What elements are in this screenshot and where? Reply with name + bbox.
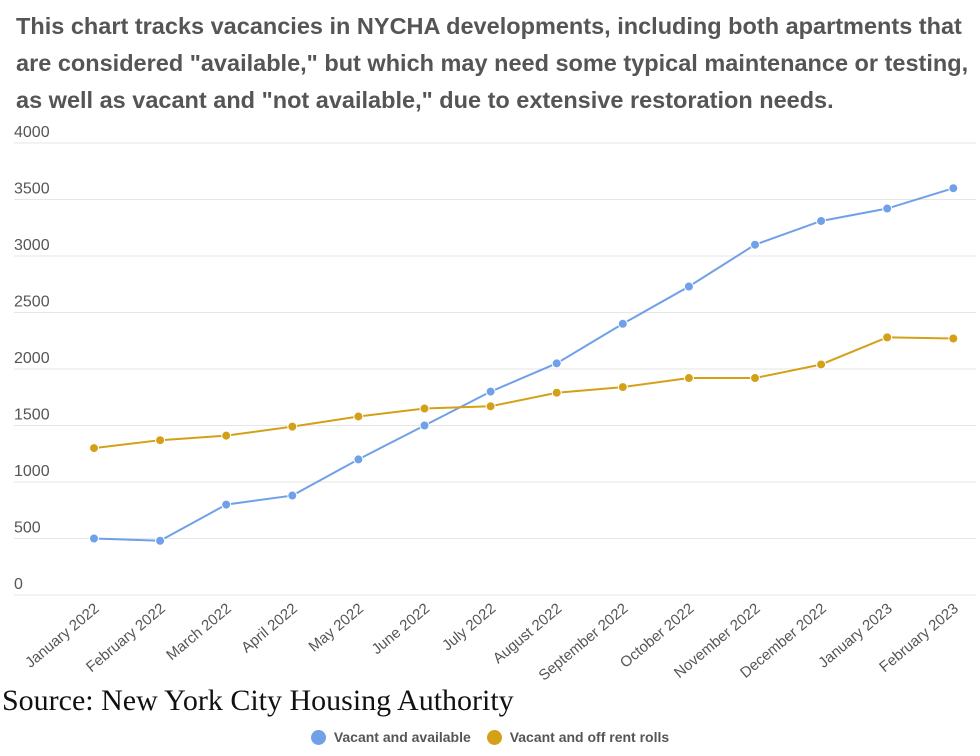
data-point[interactable] <box>683 281 694 292</box>
data-point[interactable] <box>948 333 959 344</box>
data-point[interactable] <box>221 499 232 510</box>
data-point[interactable] <box>287 421 298 432</box>
y-tick-label: 3500 <box>14 181 50 198</box>
data-point[interactable] <box>882 203 893 214</box>
x-tick-label: July 2022 <box>439 600 499 654</box>
source-note: Source: New York City Housing Authority <box>2 684 514 717</box>
y-tick-label: 1500 <box>14 407 50 424</box>
data-point[interactable] <box>89 533 99 544</box>
data-point[interactable] <box>551 387 562 398</box>
y-tick-label: 0 <box>14 576 23 593</box>
x-tick-label: May 2022 <box>306 600 367 655</box>
data-point[interactable] <box>353 411 364 422</box>
data-point[interactable] <box>155 535 166 546</box>
y-tick-label: 4000 <box>14 124 50 141</box>
legend-label-vacant-available: Vacant and available <box>333 729 471 745</box>
data-point[interactable] <box>816 215 827 226</box>
data-point[interactable] <box>750 373 760 384</box>
legend: Vacant and available Vacant and off rent… <box>0 729 980 748</box>
series-line <box>93 336 954 450</box>
x-tick-label: March 2022 <box>163 600 235 664</box>
data-point[interactable] <box>419 420 430 431</box>
data-point[interactable] <box>485 386 496 397</box>
data-point[interactable] <box>617 318 628 329</box>
data-point[interactable] <box>419 403 430 414</box>
x-tick-label: June 2022 <box>368 600 433 658</box>
series-1 <box>89 332 959 454</box>
data-point[interactable] <box>551 358 562 369</box>
data-point[interactable] <box>485 401 496 412</box>
legend-label-vacant-off-rent-rolls: Vacant and off rent rolls <box>509 729 670 745</box>
data-point[interactable] <box>617 382 628 393</box>
legend-swatch-vacant-available <box>310 729 326 745</box>
gridlines <box>14 142 976 596</box>
data-point[interactable] <box>89 443 99 454</box>
chart-title: This chart tracks vacancies in NYCHA dev… <box>16 13 969 113</box>
data-point[interactable] <box>155 435 166 446</box>
legend-swatch-vacant-off-rent-rolls <box>486 729 502 745</box>
y-tick-label: 2500 <box>14 294 50 311</box>
data-point[interactable] <box>750 239 760 250</box>
data-point[interactable] <box>882 332 893 343</box>
y-axis-ticks: 4000 3500 3000 2500 2000 1500 1000 500 0 <box>14 124 50 593</box>
series-0 <box>89 183 959 546</box>
series-line <box>93 187 954 542</box>
data-point[interactable] <box>353 454 364 465</box>
y-tick-label: 500 <box>14 520 41 537</box>
data-point[interactable] <box>683 373 694 384</box>
x-tick-label: April 2022 <box>238 600 301 656</box>
y-tick-label: 3000 <box>14 237 50 254</box>
data-point[interactable] <box>816 359 827 370</box>
data-point[interactable] <box>221 430 232 441</box>
data-point[interactable] <box>287 490 298 501</box>
y-tick-label: 2000 <box>14 350 50 367</box>
legend-item-vacant-available[interactable]: Vacant and available <box>310 729 471 745</box>
line-chart: 4000 3500 3000 2500 2000 1500 1000 500 0 January… <box>14 124 976 684</box>
y-tick-label: 1000 <box>14 463 50 480</box>
legend-item-vacant-off-rent-rolls[interactable]: Vacant and off rent rolls <box>486 729 670 745</box>
data-point[interactable] <box>948 183 959 194</box>
series <box>89 183 959 546</box>
